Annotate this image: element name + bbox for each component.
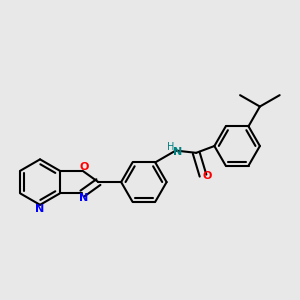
Text: O: O <box>202 171 212 181</box>
Text: O: O <box>80 162 89 172</box>
Text: N: N <box>35 204 45 214</box>
Text: H: H <box>167 142 174 152</box>
Text: N: N <box>80 193 89 202</box>
Text: N: N <box>173 146 182 157</box>
